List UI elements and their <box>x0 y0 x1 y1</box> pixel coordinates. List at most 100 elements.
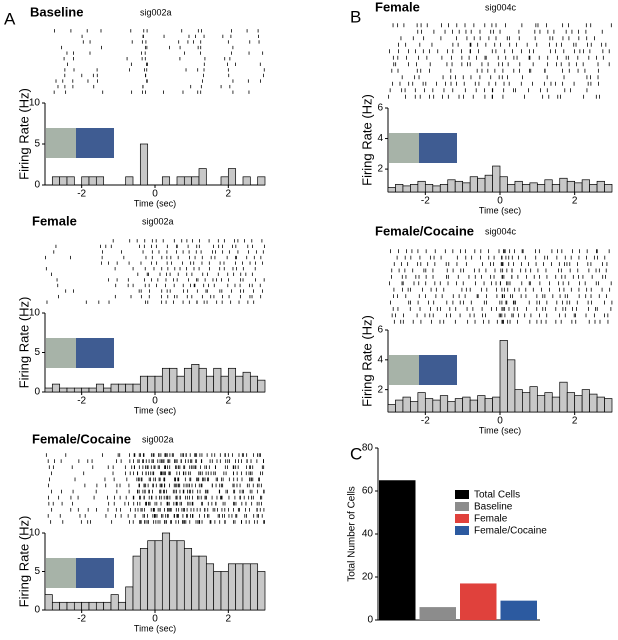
bar <box>51 601 61 611</box>
bar <box>477 177 486 193</box>
y-tick-label: 5 <box>34 139 40 150</box>
y-tick-label: 5 <box>34 347 40 358</box>
bar <box>522 392 531 413</box>
bar <box>410 184 419 193</box>
bar <box>183 548 193 611</box>
bar <box>88 176 97 186</box>
bar <box>213 367 222 393</box>
y-tick-label: 20 <box>362 572 374 583</box>
bar <box>147 540 156 611</box>
bar <box>81 176 90 186</box>
bar <box>66 176 75 186</box>
bar <box>220 375 229 393</box>
bar <box>447 401 456 413</box>
bar <box>574 395 583 413</box>
bar <box>147 375 156 393</box>
bar <box>604 184 613 193</box>
panel-title: Female <box>375 0 420 14</box>
bar <box>544 392 553 413</box>
bar <box>432 185 441 193</box>
bar <box>257 379 266 393</box>
bar <box>574 182 583 193</box>
panel-title: Female/Cocaine <box>32 431 131 446</box>
bar <box>395 399 404 413</box>
bar <box>169 367 178 393</box>
bar <box>205 563 215 611</box>
bar <box>191 555 200 611</box>
bar <box>559 381 568 413</box>
x-tick-label: -2 <box>77 614 86 625</box>
y-axis-label: Firing Rate (Hz) <box>16 88 31 180</box>
y-tick-label: 80 <box>362 443 374 454</box>
bar <box>477 395 486 413</box>
bar <box>566 392 576 413</box>
bar <box>551 184 561 193</box>
bar <box>183 176 193 186</box>
bar <box>235 563 244 611</box>
bar <box>596 180 605 193</box>
bar <box>110 594 119 611</box>
bar <box>589 184 598 193</box>
y-tick-label: 0 <box>367 615 373 626</box>
bar <box>514 389 523 413</box>
y-axis-label: Total Number of Cells <box>347 486 358 582</box>
y-tick-label: 4 <box>377 133 383 144</box>
y-tick-label: 0 <box>34 180 40 191</box>
bar <box>589 393 598 413</box>
panel-title: Baseline <box>30 4 83 19</box>
bar <box>249 563 259 611</box>
x-tick-label: -2 <box>77 189 86 200</box>
bar <box>205 375 215 393</box>
unit-id: sig002a <box>142 434 174 444</box>
bar <box>198 555 207 611</box>
y-tick-label: 4 <box>377 354 383 365</box>
bar <box>139 548 149 611</box>
bar <box>220 571 229 611</box>
y-axis-label: Firing Rate (Hz) <box>16 516 31 608</box>
bar <box>447 179 456 193</box>
legend-label: Female/Cocaine <box>474 526 547 537</box>
x-tick-label: 0 <box>152 189 158 200</box>
x-tick-label: 2 <box>226 396 232 407</box>
bar <box>410 401 419 413</box>
bar <box>81 601 90 611</box>
bar <box>132 383 141 393</box>
bar <box>59 176 68 186</box>
bar <box>462 182 471 193</box>
bar <box>154 375 163 393</box>
bar <box>419 607 456 620</box>
legend-label: Total Cells <box>474 490 520 501</box>
panel-letter: A <box>4 9 16 28</box>
bar <box>499 176 508 193</box>
y-tick-label: 6 <box>377 103 383 114</box>
bar <box>536 395 546 413</box>
bar <box>183 367 193 393</box>
bar <box>529 386 538 413</box>
bar <box>220 176 229 186</box>
x-axis-label: Time (sec) <box>134 198 176 208</box>
bar <box>125 383 134 393</box>
legend-label: Baseline <box>474 502 513 513</box>
bar <box>387 404 396 413</box>
bar <box>161 532 171 611</box>
bar <box>500 600 537 620</box>
x-tick-label: 2 <box>572 196 578 207</box>
bar <box>469 399 478 413</box>
x-axis-label: Time (sec) <box>134 405 176 415</box>
x-tick-label: 2 <box>226 189 232 200</box>
video-frame <box>419 355 457 385</box>
bar <box>169 540 178 611</box>
bar <box>117 601 127 611</box>
bar <box>191 364 200 393</box>
legend-swatch <box>455 526 469 535</box>
bar <box>235 375 244 393</box>
unit-id: sig002a <box>140 7 172 17</box>
bar <box>95 383 105 393</box>
x-tick-label: 0 <box>152 614 158 625</box>
video-frame <box>76 338 114 368</box>
bar <box>198 367 207 393</box>
bar <box>51 176 61 186</box>
bar <box>417 180 426 193</box>
bar <box>161 367 171 393</box>
bar <box>191 176 200 186</box>
